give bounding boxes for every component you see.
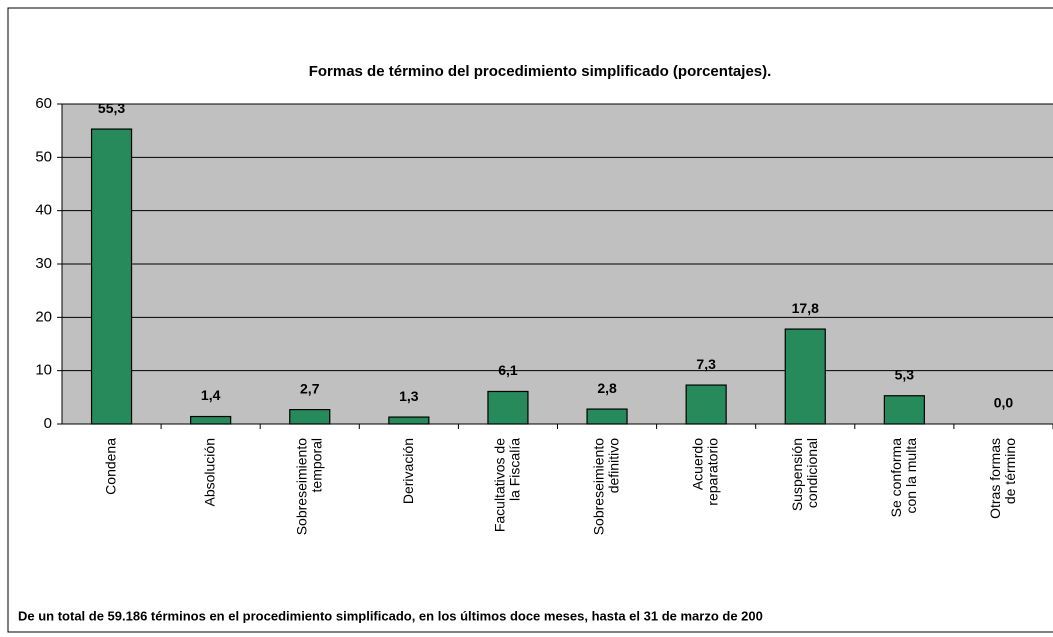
bar bbox=[883, 395, 925, 425]
x-tick-label: Condena bbox=[102, 438, 118, 495]
bar bbox=[289, 409, 331, 425]
y-tick-label: 10 bbox=[35, 362, 52, 379]
x-tick-label: Acuerdoreparatorio bbox=[689, 438, 720, 506]
value-label: 2,7 bbox=[300, 380, 320, 396]
x-tick-label: Sobreseimientotemporal bbox=[293, 438, 324, 535]
x-tick-label: Sobreseimientodefinitivo bbox=[590, 438, 621, 535]
x-tick-label: Suspensióncondicional bbox=[788, 438, 819, 511]
value-label: 55,3 bbox=[98, 100, 125, 116]
value-label: 17,8 bbox=[792, 300, 819, 316]
x-tick-label: Se conformacon la multa bbox=[888, 438, 919, 518]
value-label: 1,4 bbox=[201, 387, 221, 403]
y-tick-label: 50 bbox=[35, 148, 52, 165]
y-tick-label: 20 bbox=[35, 308, 52, 325]
y-tick-label: 30 bbox=[35, 255, 52, 272]
x-tick-label: Absolución bbox=[201, 438, 217, 507]
x-tick-label: Derivación bbox=[400, 438, 416, 504]
y-tick-label: 40 bbox=[35, 202, 52, 219]
value-label: 7,3 bbox=[696, 356, 716, 372]
value-label: 1,3 bbox=[399, 388, 419, 404]
chart-title: Formas de término del procedimiento simp… bbox=[309, 63, 772, 80]
bar bbox=[586, 408, 628, 425]
bar bbox=[487, 390, 529, 425]
bar bbox=[90, 128, 133, 425]
x-tick-label: Facultativos dela Fiscalía bbox=[491, 438, 522, 532]
y-tick-label: 60 bbox=[35, 95, 52, 112]
value-label: 5,3 bbox=[895, 366, 915, 382]
y-tick-label: 0 bbox=[44, 415, 52, 432]
footnote: De un total de 59.186 términos en el pro… bbox=[18, 608, 763, 623]
value-label: 0,0 bbox=[994, 395, 1014, 411]
bar bbox=[685, 384, 727, 425]
x-tick-label: Otras formasde término bbox=[987, 438, 1018, 519]
value-label: 2,8 bbox=[597, 380, 617, 396]
bar bbox=[190, 415, 232, 425]
value-label: 6,1 bbox=[498, 362, 518, 378]
bar bbox=[388, 416, 430, 425]
bar bbox=[784, 328, 826, 425]
